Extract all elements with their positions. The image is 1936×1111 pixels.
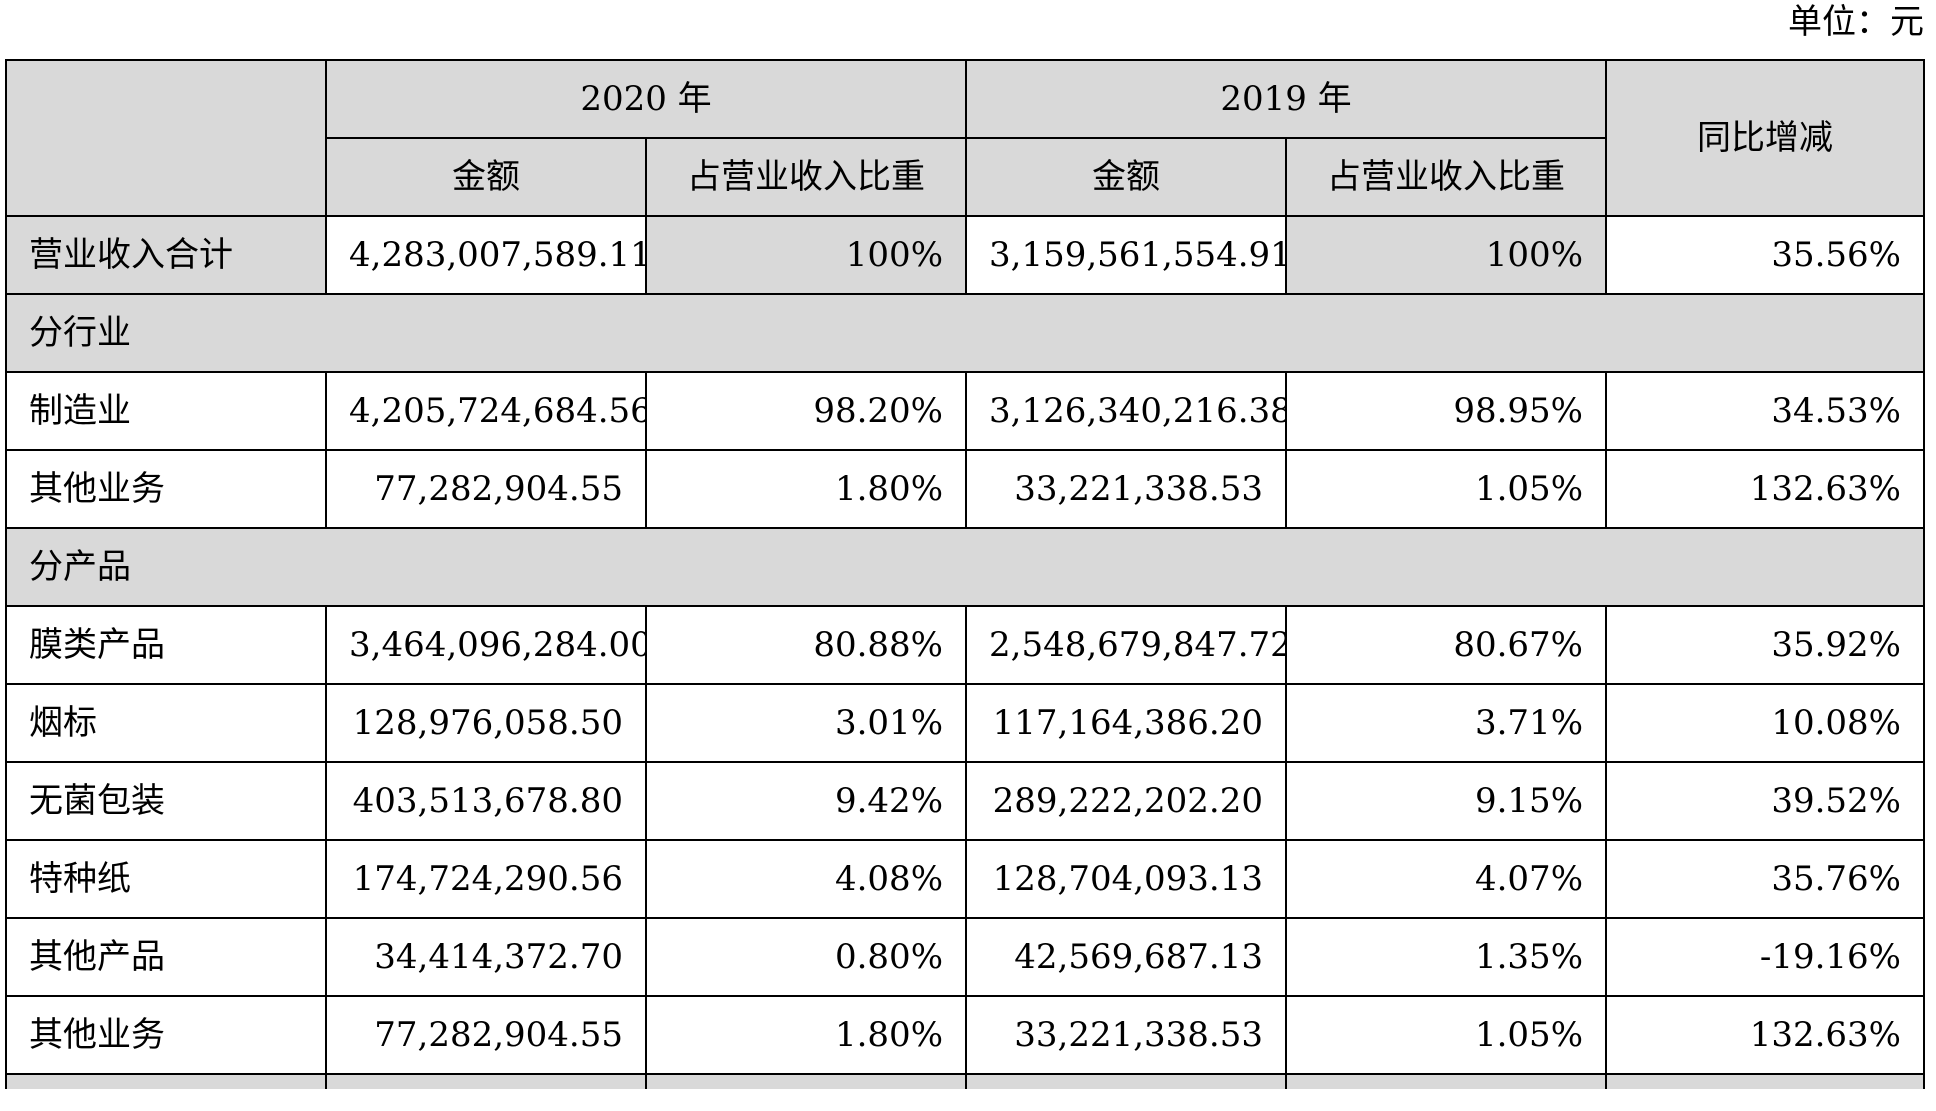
continuation-cell — [5, 1073, 327, 1089]
share-2020-cell: 3.01% — [645, 683, 967, 763]
table-continuation-row — [5, 1073, 1925, 1089]
header-row-columns: 金额 占营业收入比重 金额 占营业收入比重 — [6, 137, 1924, 217]
share-2019-cell: 1.05% — [1285, 995, 1607, 1075]
share-2020-cell: 98.20% — [645, 371, 967, 451]
amount-2019-cell: 33,221,338.53 — [965, 449, 1287, 529]
amount-2020-cell: 77,282,904.55 — [325, 995, 647, 1075]
share-2020-cell: 1.80% — [645, 995, 967, 1075]
row-label: 制造业 — [5, 371, 327, 451]
header-year-2020: 2020 年 — [325, 59, 967, 139]
amount-2020-cell: 4,205,724,684.56 — [325, 371, 647, 451]
amount-2019-cell: 42,569,687.13 — [965, 917, 1287, 997]
continuation-cell — [1285, 1073, 1607, 1089]
yoy-cell: 34.53% — [1605, 371, 1925, 451]
amount-2020-cell: 34,414,372.70 — [325, 917, 647, 997]
row-label: 膜类产品 — [5, 605, 327, 685]
share-2019-cell: 9.15% — [1285, 761, 1607, 841]
row-label: 营业收入合计 — [5, 215, 327, 295]
table-row: 特种纸 174,724,290.56 4.08% 128,704,093.13 4.07… — [5, 839, 1925, 919]
share-2019-cell: 1.35% — [1285, 917, 1607, 997]
header-share-2019: 占营业收入比重 — [1285, 137, 1607, 217]
continuation-cell — [645, 1073, 967, 1089]
yoy-cell: 35.92% — [1605, 605, 1925, 685]
share-2019-cell: 98.95% — [1285, 371, 1607, 451]
yoy-cell: 10.08% — [1605, 683, 1925, 763]
amount-2019-cell: 2,548,679,847.72 — [965, 605, 1287, 685]
share-2019-cell: 80.67% — [1285, 605, 1607, 685]
row-label: 特种纸 — [5, 839, 327, 919]
header-row-years: 2020 年 2019 年 同比增减 — [5, 59, 1925, 217]
share-2019-cell: 3.71% — [1285, 683, 1607, 763]
share-2019-cell: 4.07% — [1285, 839, 1607, 919]
header-amount-2020: 金额 — [325, 137, 647, 217]
amount-2020-cell: 77,282,904.55 — [325, 449, 647, 529]
yoy-cell: 35.76% — [1605, 839, 1925, 919]
table-row: 其他产品 34,414,372.70 0.80% 42,569,687.13 1.35%… — [5, 917, 1925, 997]
header-blank-cell — [5, 59, 327, 217]
row-label: 无菌包装 — [5, 761, 327, 841]
amount-2020-cell: 403,513,678.80 — [325, 761, 647, 841]
row-label: 烟标 — [5, 683, 327, 763]
table-row: 其他业务 77,282,904.55 1.80% 33,221,338.53 1.05%… — [5, 995, 1925, 1075]
row-label: 其他产品 — [5, 917, 327, 997]
table-row: 其他业务 77,282,904.55 1.80% 33,221,338.53 1.05%… — [5, 449, 1925, 529]
continuation-cell — [325, 1073, 647, 1089]
share-2020-cell: 4.08% — [645, 839, 967, 919]
header-amount-2019: 金额 — [965, 137, 1287, 217]
amount-2019-cell: 33,221,338.53 — [965, 995, 1287, 1075]
share-2020-cell: 9.42% — [645, 761, 967, 841]
share-2019-cell: 1.05% — [1285, 449, 1607, 529]
header-yoy: 同比增减 — [1605, 59, 1925, 217]
unit-label: 单位：元 — [1788, 2, 1924, 42]
amount-2019-cell: 3,126,340,216.38 — [965, 371, 1287, 451]
share-2020-cell: 100% — [645, 215, 967, 295]
amount-2020-cell: 174,724,290.56 — [325, 839, 647, 919]
header-year-2019: 2019 年 — [965, 59, 1607, 139]
continuation-cell — [1605, 1073, 1925, 1089]
section-row-industry: 分行业 — [5, 293, 1925, 373]
continuation-cell — [965, 1073, 1287, 1089]
table-row: 膜类产品 3,464,096,284.00 80.88% 2,548,679,847.… — [5, 605, 1925, 685]
share-2020-cell: 1.80% — [645, 449, 967, 529]
section-row-product: 分产品 — [5, 527, 1925, 607]
table-row: 烟标 128,976,058.50 3.01% 117,164,386.20 3.71%… — [5, 683, 1925, 763]
amount-2019-cell: 117,164,386.20 — [965, 683, 1287, 763]
amount-2020-cell: 3,464,096,284.00 — [325, 605, 647, 685]
amount-2019-cell: 128,704,093.13 — [965, 839, 1287, 919]
section-label: 分行业 — [5, 293, 1925, 373]
share-2019-cell: 100% — [1285, 215, 1607, 295]
yoy-cell: 39.52% — [1605, 761, 1925, 841]
amount-2019-cell: 3,159,561,554.91 — [965, 215, 1287, 295]
revenue-table: 2020 年 2019 年 同比增减 金额 占营业收入比重 金额 占营业收入比重… — [5, 59, 1925, 1089]
header-share-2020: 占营业收入比重 — [645, 137, 967, 217]
yoy-cell: 132.63% — [1605, 995, 1925, 1075]
table-row: 无菌包装 403,513,678.80 9.42% 289,222,202.20 9.1… — [5, 761, 1925, 841]
yoy-cell: 132.63% — [1605, 449, 1925, 529]
yoy-cell: -19.16% — [1605, 917, 1925, 997]
total-row: 营业收入合计 4,283,007,589.11 100% 3,159,561,5… — [5, 215, 1925, 295]
section-label: 分产品 — [5, 527, 1925, 607]
amount-2020-cell: 128,976,058.50 — [325, 683, 647, 763]
yoy-cell: 35.56% — [1605, 215, 1925, 295]
row-label: 其他业务 — [5, 449, 327, 529]
share-2020-cell: 0.80% — [645, 917, 967, 997]
amount-2019-cell: 289,222,202.20 — [965, 761, 1287, 841]
amount-2020-cell: 4,283,007,589.11 — [325, 215, 647, 295]
share-2020-cell: 80.88% — [645, 605, 967, 685]
table-row: 制造业 4,205,724,684.56 98.20% 3,126,340,216.3… — [5, 371, 1925, 451]
row-label: 其他业务 — [5, 995, 327, 1075]
